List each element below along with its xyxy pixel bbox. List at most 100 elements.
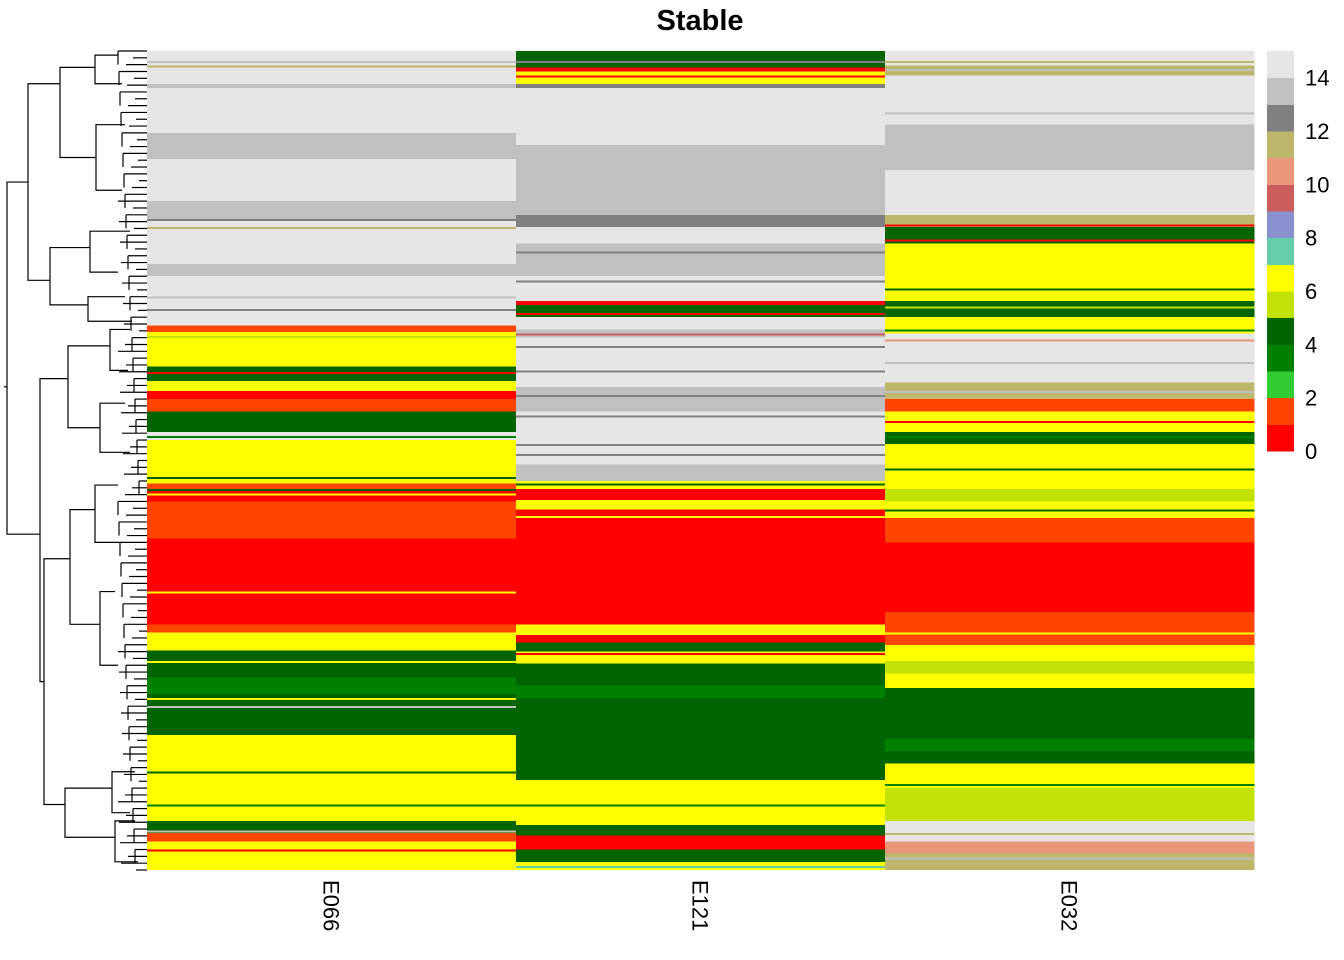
heatmap-block — [885, 141, 1255, 170]
heatmap-line — [516, 804, 886, 807]
column-e066 — [147, 51, 517, 870]
heatmap-line — [147, 308, 517, 311]
dendrogram-branch — [67, 345, 110, 429]
legend-swatch — [1267, 237, 1294, 265]
heatmap-line — [885, 857, 1255, 860]
dendrogram-branch — [95, 124, 125, 191]
heatmap-block — [885, 820, 1255, 842]
dendrogram-branch — [64, 787, 115, 838]
dendrogram-branch — [89, 230, 130, 273]
heatmap-line — [147, 218, 517, 221]
legend-swatch — [1267, 424, 1294, 452]
legend-tick-label: 12 — [1305, 119, 1329, 144]
heatmap-block — [885, 612, 1255, 645]
legend-swatch — [1267, 157, 1294, 185]
heatmap-block — [516, 386, 886, 412]
dendrogram-branch — [111, 771, 135, 814]
heatmap-block — [147, 87, 517, 133]
heatmap-line — [516, 313, 886, 316]
heatmap-block — [516, 849, 886, 862]
dendrogram-branch — [6, 181, 40, 535]
heatmap-line — [885, 669, 1255, 672]
column-label: E032 — [1057, 880, 1082, 931]
heatmap-line — [147, 661, 517, 664]
heatmap-block — [516, 83, 886, 88]
heatmap-block — [516, 464, 886, 481]
heatmap-block — [147, 632, 517, 651]
legend-tick-label: 10 — [1305, 172, 1329, 197]
heatmap-block — [885, 644, 1255, 662]
dendrogram-branch — [43, 558, 70, 806]
dendrogram-branch — [99, 402, 130, 453]
heatmap-line — [147, 830, 517, 833]
legend-swatch — [1267, 371, 1294, 399]
dendrogram-branch — [39, 378, 68, 683]
column-label: E066 — [319, 880, 344, 931]
heatmap-line — [147, 65, 517, 68]
heatmap-block — [516, 824, 886, 836]
heatmap-line — [147, 336, 517, 339]
heatmap-block — [885, 738, 1255, 752]
heatmap-block — [516, 304, 886, 318]
legend-swatch — [1267, 211, 1294, 239]
heatmap-block — [516, 663, 886, 686]
heatmap-block — [885, 214, 1255, 228]
heatmap-block — [885, 75, 1255, 125]
heatmap-line — [885, 112, 1255, 115]
heatmap-cells — [147, 51, 1255, 870]
dendrogram-branch — [114, 820, 138, 863]
heatmap-block — [885, 51, 1255, 66]
heatmap-block — [147, 399, 517, 412]
heatmap-line — [516, 394, 886, 397]
heatmap-block — [147, 218, 517, 264]
heatmap-block — [516, 300, 886, 305]
heatmap-line — [516, 740, 886, 743]
heatmap-block — [147, 263, 517, 277]
heatmap-line — [147, 227, 517, 230]
heatmap-line — [147, 849, 517, 852]
heatmap-line — [885, 468, 1255, 471]
heatmap-line — [516, 251, 886, 254]
column-e121 — [516, 51, 886, 870]
heatmap-block — [147, 411, 517, 432]
heatmap-block — [516, 509, 886, 625]
heatmap-block — [516, 835, 886, 850]
legend-tick-label: 14 — [1305, 66, 1329, 91]
heatmap-block — [885, 710, 1255, 739]
heatmap-line — [516, 453, 886, 456]
heatmap-block — [147, 381, 517, 391]
heatmap-block — [885, 853, 1255, 870]
legend-tick-label: 6 — [1305, 279, 1317, 304]
heatmap-block — [147, 83, 517, 88]
heatmap-block — [147, 538, 517, 625]
heatmap-line — [885, 306, 1255, 309]
heatmap-block — [516, 276, 886, 301]
heatmap-line — [516, 75, 886, 78]
heatmap-line — [516, 652, 886, 655]
heatmap-line — [885, 435, 1255, 438]
heatmap-line — [885, 808, 1255, 811]
heatmap-block — [516, 51, 886, 68]
heatmap-block — [516, 243, 886, 277]
heatmap-block — [147, 132, 517, 160]
legend-swatch — [1267, 291, 1294, 319]
heatmap-line — [885, 69, 1255, 72]
heatmap-block — [885, 751, 1255, 764]
heatmap-line — [516, 516, 886, 519]
dendrogram-branch — [49, 246, 90, 306]
heatmap-line — [885, 509, 1255, 512]
heatmap-line — [885, 784, 1255, 787]
heatmap-line — [147, 706, 517, 709]
heatmap-block — [147, 820, 517, 834]
heatmap-line — [147, 771, 517, 774]
legend-swatch — [1267, 184, 1294, 212]
legend-swatch — [1267, 131, 1294, 159]
heatmap-line — [147, 698, 517, 701]
heatmap-block — [516, 71, 886, 84]
heatmap-line — [516, 345, 886, 348]
legend-tick-label: 8 — [1305, 226, 1317, 251]
heatmap-line — [885, 421, 1255, 424]
heatmap-line — [147, 804, 517, 807]
heatmap-line — [147, 493, 517, 496]
legend-tick-label: 2 — [1305, 386, 1317, 411]
